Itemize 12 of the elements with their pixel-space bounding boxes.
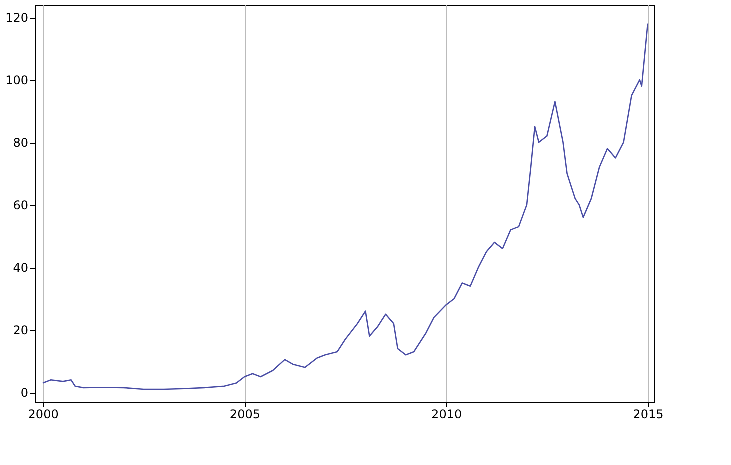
y-tick-label: 40	[13, 261, 28, 276]
y-tick-label: 120	[6, 11, 28, 26]
y-tick-label: 20	[13, 324, 28, 338]
x-tick-label: 2015	[633, 408, 664, 422]
y-tick-label: 0	[20, 386, 28, 400]
y-tick-label: 80	[13, 136, 28, 150]
y-tick-label: 60	[13, 198, 28, 213]
x-tick-label: 2005	[230, 408, 260, 422]
x-tick-label: 2000	[28, 408, 59, 422]
x-tick-label: 2010	[432, 408, 462, 422]
y-tick-label: 100	[6, 74, 28, 88]
line-series	[42, 23, 649, 390]
